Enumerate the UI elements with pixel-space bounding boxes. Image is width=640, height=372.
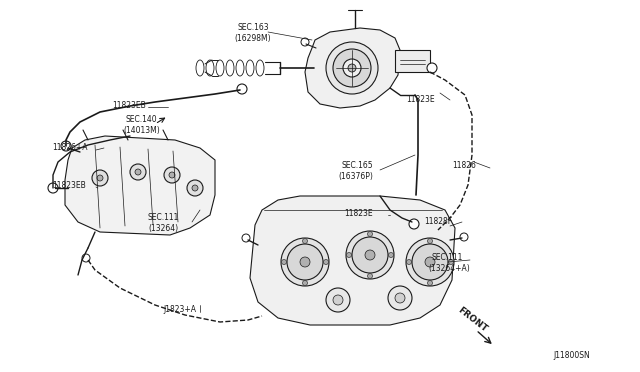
Circle shape <box>425 257 435 267</box>
Circle shape <box>135 169 141 175</box>
Circle shape <box>281 238 329 286</box>
Circle shape <box>460 233 468 241</box>
Circle shape <box>130 164 146 180</box>
Circle shape <box>367 273 372 279</box>
Text: SEC.140: SEC.140 <box>126 115 157 125</box>
Circle shape <box>303 238 307 244</box>
Circle shape <box>346 231 394 279</box>
Text: (13264+A): (13264+A) <box>428 263 470 273</box>
Circle shape <box>388 253 394 257</box>
Text: SEC.111: SEC.111 <box>148 214 179 222</box>
Text: 11823E: 11823E <box>406 96 435 105</box>
Circle shape <box>406 238 454 286</box>
Circle shape <box>303 280 307 285</box>
Circle shape <box>61 141 71 151</box>
Text: FRONT: FRONT <box>456 306 489 334</box>
Text: J11800SN: J11800SN <box>553 350 589 359</box>
Circle shape <box>282 260 287 264</box>
Polygon shape <box>65 136 215 235</box>
Polygon shape <box>395 50 430 72</box>
Circle shape <box>242 234 250 242</box>
Circle shape <box>352 237 388 273</box>
Circle shape <box>82 254 90 262</box>
Ellipse shape <box>333 49 371 87</box>
Circle shape <box>323 260 328 264</box>
Text: 11826+A: 11826+A <box>52 144 88 153</box>
Text: (14013M): (14013M) <box>123 125 160 135</box>
Circle shape <box>388 286 412 310</box>
Text: (16376P): (16376P) <box>338 171 373 180</box>
Circle shape <box>187 180 203 196</box>
Circle shape <box>48 183 58 193</box>
Circle shape <box>412 244 448 280</box>
Circle shape <box>346 253 351 257</box>
Circle shape <box>237 84 247 94</box>
Circle shape <box>367 231 372 237</box>
Circle shape <box>428 238 433 244</box>
Text: 11823EB: 11823EB <box>52 182 86 190</box>
Circle shape <box>326 288 350 312</box>
Circle shape <box>395 293 405 303</box>
Text: 11823EB: 11823EB <box>112 100 146 109</box>
Ellipse shape <box>326 42 378 94</box>
Circle shape <box>92 170 108 186</box>
Circle shape <box>333 295 343 305</box>
Circle shape <box>192 185 198 191</box>
Text: 11823E: 11823E <box>344 209 372 218</box>
Circle shape <box>406 260 412 264</box>
Circle shape <box>428 280 433 285</box>
Ellipse shape <box>348 64 356 72</box>
Circle shape <box>409 219 419 229</box>
Text: 11826: 11826 <box>452 161 476 170</box>
Polygon shape <box>305 28 400 108</box>
Circle shape <box>169 172 175 178</box>
Circle shape <box>164 167 180 183</box>
Polygon shape <box>250 196 455 325</box>
Text: SEC.111: SEC.111 <box>432 253 463 263</box>
Circle shape <box>427 63 437 73</box>
Circle shape <box>449 260 454 264</box>
Circle shape <box>97 175 103 181</box>
Text: SEC.165: SEC.165 <box>342 161 374 170</box>
Circle shape <box>300 257 310 267</box>
Text: (16298M): (16298M) <box>234 33 271 42</box>
Circle shape <box>301 38 309 46</box>
Ellipse shape <box>343 59 361 77</box>
Circle shape <box>287 244 323 280</box>
Text: (13264): (13264) <box>148 224 178 232</box>
Text: SEC.163: SEC.163 <box>238 23 269 32</box>
Circle shape <box>365 250 375 260</box>
Text: 11828F: 11828F <box>424 218 452 227</box>
Text: J1823+A: J1823+A <box>163 305 196 314</box>
